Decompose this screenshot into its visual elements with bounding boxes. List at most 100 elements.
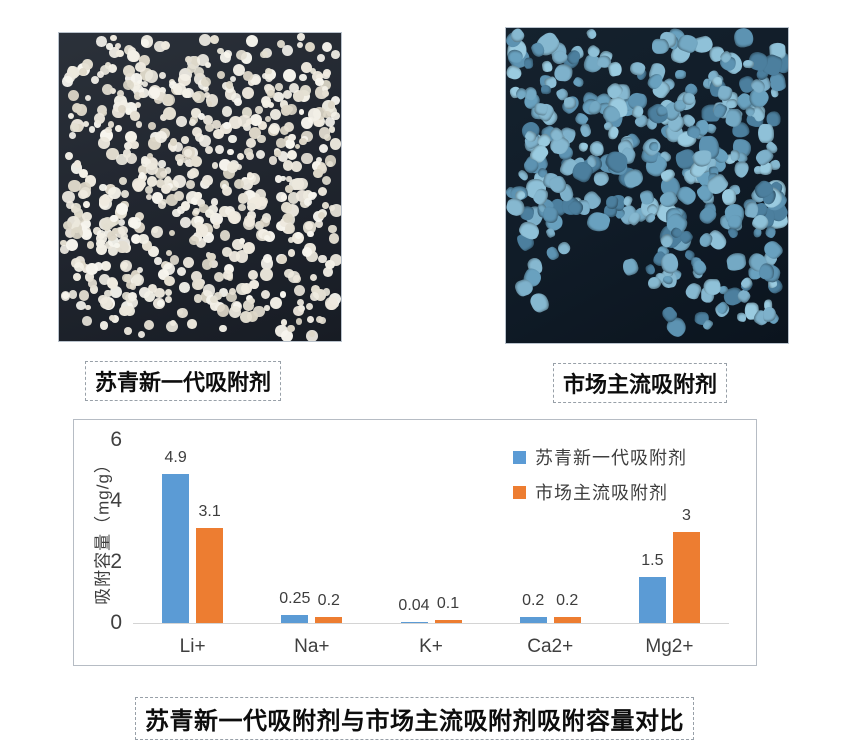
bead (327, 101, 336, 109)
bead (70, 226, 83, 239)
bead (191, 155, 202, 167)
bead (254, 221, 264, 231)
bead (162, 107, 176, 121)
bead (277, 254, 287, 264)
bead (141, 240, 153, 251)
bead (82, 315, 92, 326)
bead (238, 114, 251, 128)
bead (208, 204, 218, 215)
bead (317, 164, 327, 174)
bead (98, 137, 110, 150)
bead (189, 235, 199, 245)
bead (264, 234, 271, 242)
bead (275, 82, 283, 91)
bead (216, 71, 225, 80)
bead (98, 294, 108, 305)
bead (199, 203, 209, 213)
bead (303, 198, 312, 207)
bead (155, 130, 168, 143)
bead (138, 55, 150, 66)
bead (228, 210, 241, 224)
bead (145, 70, 158, 83)
stone (563, 96, 576, 109)
bead (213, 271, 224, 282)
bead (223, 263, 234, 274)
bead (60, 239, 67, 247)
bead (124, 73, 136, 84)
bead (122, 273, 131, 282)
bead (202, 231, 215, 244)
bead (182, 89, 192, 99)
bead (109, 315, 116, 321)
bead (106, 230, 117, 241)
bead (156, 300, 164, 307)
bead (148, 284, 158, 294)
bar-value-label: 3.1 (198, 503, 221, 521)
bead (287, 237, 294, 244)
bead (308, 331, 315, 338)
bead (323, 267, 334, 278)
bead (116, 203, 129, 216)
stone (674, 69, 686, 79)
bead (237, 152, 245, 160)
bead (255, 106, 263, 114)
bead (191, 91, 201, 101)
bead (268, 122, 280, 135)
bead (64, 227, 75, 238)
bead (243, 241, 256, 254)
bead (224, 49, 233, 58)
bead (160, 170, 167, 178)
bead (117, 105, 126, 114)
bead (207, 252, 217, 262)
bead (247, 172, 254, 179)
bead (65, 151, 74, 160)
bead (248, 173, 261, 186)
bead (254, 188, 266, 201)
bead (66, 238, 79, 251)
bead (213, 291, 223, 301)
bead (289, 83, 300, 94)
bead (129, 283, 137, 290)
bead (273, 150, 281, 158)
y-axis-title: 吸附容量（mg/g） (93, 455, 113, 605)
bead (217, 47, 224, 55)
bead (238, 203, 246, 212)
bar-wrap: 0.04 (398, 440, 430, 623)
bar-wrap: 4.9 (162, 440, 190, 623)
bead (244, 190, 256, 201)
bar-K+ (400, 621, 428, 623)
bead (261, 72, 268, 79)
bead (129, 111, 140, 121)
bead (219, 230, 230, 241)
bead (325, 105, 338, 117)
bead (287, 271, 300, 283)
bead (146, 163, 158, 175)
x-axis-label: Na+ (294, 636, 330, 657)
bead (122, 149, 131, 158)
bead (197, 112, 206, 121)
bead (276, 192, 287, 203)
bead (221, 185, 233, 197)
bead (284, 121, 295, 133)
bead (80, 228, 92, 241)
bead (270, 296, 283, 309)
bead (314, 220, 323, 229)
photo-new-adsorbent (58, 32, 342, 342)
bead (294, 143, 301, 150)
bead (310, 273, 318, 282)
bead (330, 50, 340, 60)
bar-Ca2+ (553, 616, 581, 623)
bead (327, 224, 337, 234)
bead (159, 71, 166, 79)
bead (324, 117, 335, 128)
bead (287, 249, 296, 257)
bead (193, 207, 200, 215)
bead (109, 47, 121, 58)
bead (100, 261, 111, 271)
bead (190, 270, 202, 282)
bead (194, 73, 206, 86)
bead (134, 61, 146, 73)
bead (70, 123, 79, 132)
bead (106, 43, 113, 50)
